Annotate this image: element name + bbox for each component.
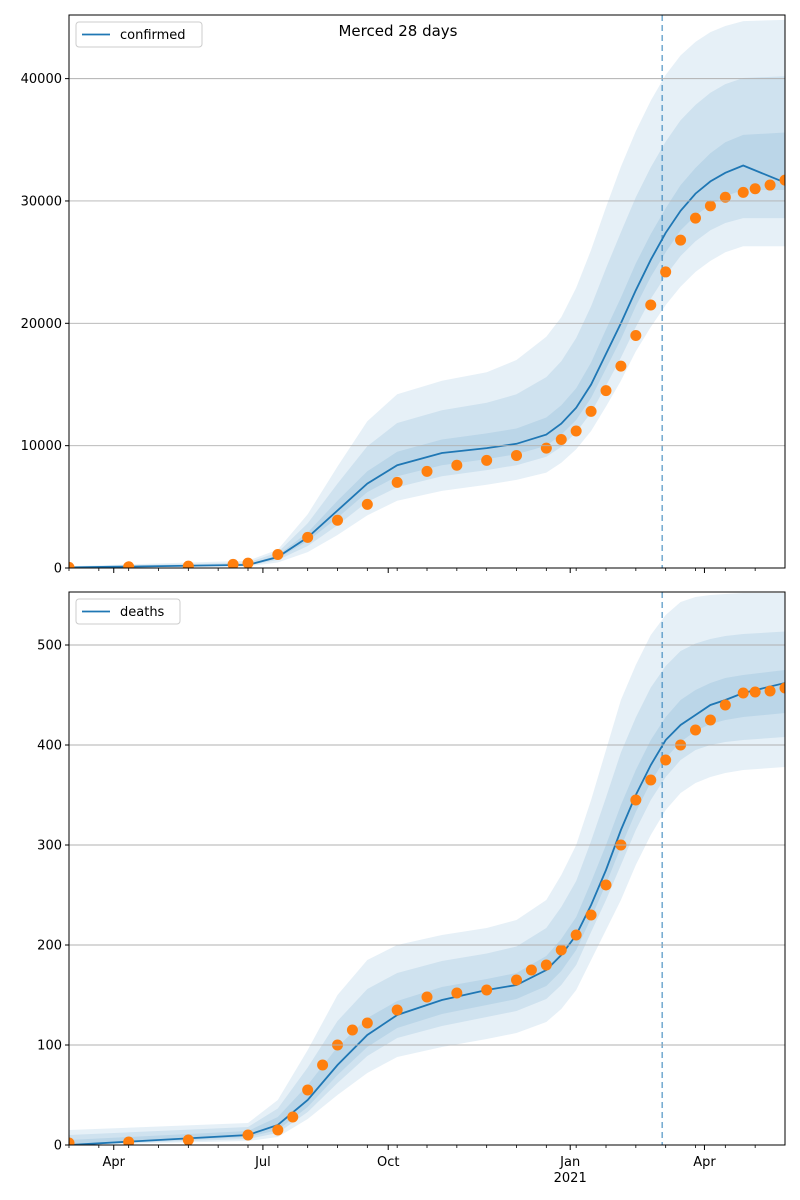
bottom-observed-point	[570, 929, 582, 941]
bottom-legend: deaths	[75, 598, 181, 625]
top-observed-point	[451, 459, 463, 471]
bottom-observed-point	[511, 974, 522, 986]
top-observed-point	[779, 174, 785, 186]
x-tick-label: Jan	[559, 1155, 580, 1170]
bottom-observed-point	[302, 1084, 314, 1096]
bottom-observed-point	[737, 687, 749, 699]
top-observed-point	[511, 449, 522, 461]
top-model-line	[69, 164, 785, 568]
top-observed-point	[600, 385, 612, 397]
bottom-y-tick-label: 400	[37, 739, 62, 754]
bottom-observed-point	[690, 724, 701, 736]
x-tick-label: Jul	[254, 1155, 271, 1170]
top-observed-point	[645, 299, 657, 311]
top-legend-label: confirmed	[120, 28, 186, 43]
bottom-observed-point	[585, 909, 597, 921]
top-observed-point	[749, 183, 761, 195]
top-observed-point	[660, 266, 672, 278]
bottom-observed-point	[764, 685, 776, 697]
top-observed-point	[615, 360, 627, 372]
top-observed-point	[675, 234, 687, 246]
top-observed-point	[540, 442, 552, 454]
figure-title: Merced 28 days	[338, 22, 457, 40]
top-observed-point	[272, 549, 284, 561]
bottom-observed-point	[69, 1137, 75, 1145]
top-observed-point	[242, 557, 254, 568]
top-observed-point	[737, 186, 749, 198]
bottom-observed-point	[630, 794, 642, 806]
bottom-legend-box	[75, 598, 181, 625]
top-y-tick-label: 10000	[21, 439, 62, 454]
bottom-observed-point	[555, 944, 567, 956]
top-legend-box	[75, 21, 203, 48]
bottom-y-tick-label: 200	[37, 939, 62, 954]
top-y-tick-label: 0	[54, 562, 62, 577]
x-tick-year-label: 2021	[554, 1171, 587, 1186]
top-y-tick-label: 20000	[21, 317, 62, 332]
top-observed-point	[764, 179, 776, 191]
confirmed-panel: 0 10000 20000 30000 40000 confirmed	[21, 14, 786, 577]
top-observed-point	[704, 200, 716, 212]
top-observed-point	[481, 454, 493, 466]
bottom-observed-point	[421, 991, 433, 1003]
bottom-observed-point	[779, 682, 785, 694]
bottom-band-outer	[69, 593, 785, 1145]
bottom-observed-point	[481, 984, 493, 996]
top-observed-point	[182, 560, 194, 568]
top-observed-point	[555, 434, 567, 446]
bottom-legend-label: deaths	[120, 605, 165, 620]
bottom-observed-point	[391, 1004, 403, 1016]
top-observed-point	[69, 561, 75, 568]
top-band-outer	[69, 19, 785, 568]
bottom-y-tick-label: 100	[37, 1039, 62, 1054]
top-legend: confirmed	[75, 21, 203, 48]
bottom-observed-point	[123, 1136, 135, 1145]
bottom-observed-point	[600, 879, 612, 891]
bottom-observed-point	[272, 1124, 284, 1136]
bottom-plot-content	[69, 592, 785, 1145]
top-observed-point	[690, 212, 701, 224]
bottom-band-middle	[69, 631, 785, 1145]
bottom-observed-point	[346, 1024, 358, 1036]
top-observed-point	[302, 531, 314, 543]
top-band-inner	[69, 132, 785, 568]
x-tick-label: Oct	[377, 1155, 399, 1170]
bottom-observed-point	[287, 1111, 299, 1123]
bottom-observed-point	[540, 959, 552, 971]
x-tick-label: Apr	[103, 1155, 126, 1170]
bottom-observed-point	[719, 699, 731, 711]
top-observed-point	[391, 476, 403, 488]
bottom-observed-point	[361, 1017, 373, 1029]
top-observed-point	[332, 514, 343, 526]
x-tick-label: Apr	[693, 1155, 716, 1170]
bottom-observed-point	[645, 774, 657, 786]
bottom-observed-point	[451, 987, 463, 999]
bottom-observed-point	[182, 1134, 194, 1145]
top-y-tick-label: 40000	[21, 72, 62, 87]
bottom-observed-point	[704, 714, 716, 726]
bottom-observed-point	[317, 1059, 329, 1071]
top-plot-content	[69, 15, 785, 568]
bottom-y-tick-label: 300	[37, 839, 62, 854]
bottom-observed-point	[660, 754, 672, 766]
bottom-plot-area	[69, 592, 785, 1145]
top-observed-point	[361, 498, 373, 510]
bottom-y-tick-label: 500	[37, 639, 62, 654]
top-observed-point	[227, 558, 239, 568]
bottom-observed-point	[749, 686, 761, 698]
bottom-y-tick-label: 0	[54, 1139, 62, 1154]
top-observed-point	[585, 405, 597, 417]
bottom-observed-point	[242, 1129, 254, 1141]
top-observed-point	[719, 191, 731, 203]
top-observed-point	[421, 465, 433, 477]
top-observed-point	[123, 561, 135, 568]
top-y-tick-label: 30000	[21, 194, 62, 209]
top-observed-point	[630, 330, 642, 342]
bottom-observed-point	[525, 964, 537, 976]
top-observed-point	[570, 425, 582, 437]
